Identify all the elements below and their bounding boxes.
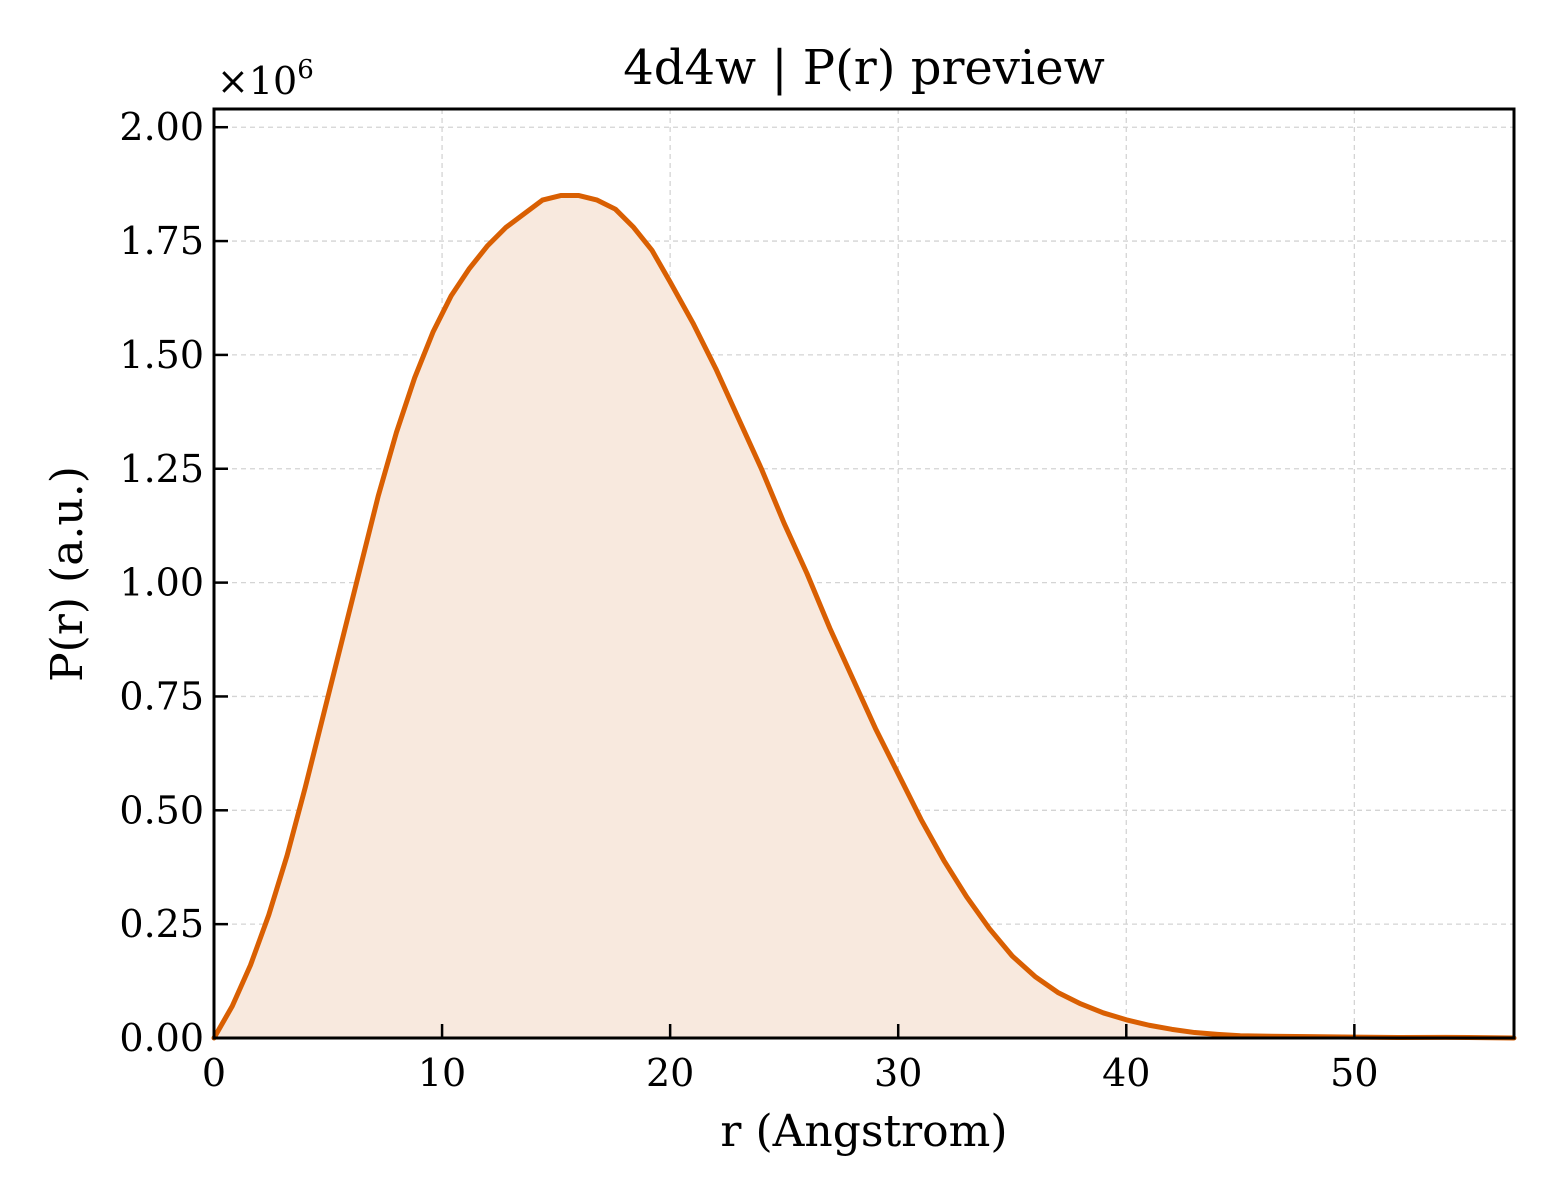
y-tick-label: 0.75 xyxy=(119,674,204,718)
chart-title: 4d4w | P(r) preview xyxy=(623,40,1105,96)
series-area-fill xyxy=(214,195,1514,1038)
axes-frame xyxy=(212,107,1516,1040)
y-axis-label: P(r) (a.u.) xyxy=(42,466,93,682)
y-tick-label: 1.25 xyxy=(119,447,204,491)
x-tick-label: 10 xyxy=(418,1051,466,1095)
y-tick-label: 1.50 xyxy=(119,333,204,377)
x-tick-label: 20 xyxy=(646,1051,694,1095)
y-multiplier: ×106 xyxy=(217,55,314,103)
x-tick-label: 0 xyxy=(202,1051,226,1095)
x-tick-label: 30 xyxy=(874,1051,922,1095)
y-tick-label: 1.00 xyxy=(119,561,204,605)
y-tick-label: 2.00 xyxy=(119,105,204,149)
y-tick-label: 0.00 xyxy=(119,1016,204,1060)
y-tick-label: 0.50 xyxy=(119,788,204,832)
y-multiplier-base: ×10 xyxy=(217,59,297,103)
x-tick-label: 40 xyxy=(1102,1051,1150,1095)
y-tick-label: 1.75 xyxy=(119,219,204,263)
x-axis-label: r (Angstrom) xyxy=(720,1106,1007,1157)
series-line xyxy=(211,193,1517,1041)
y-tick-label: 0.25 xyxy=(119,902,204,946)
y-multiplier-exponent: 6 xyxy=(297,55,314,85)
x-tick-label: 50 xyxy=(1330,1051,1378,1095)
